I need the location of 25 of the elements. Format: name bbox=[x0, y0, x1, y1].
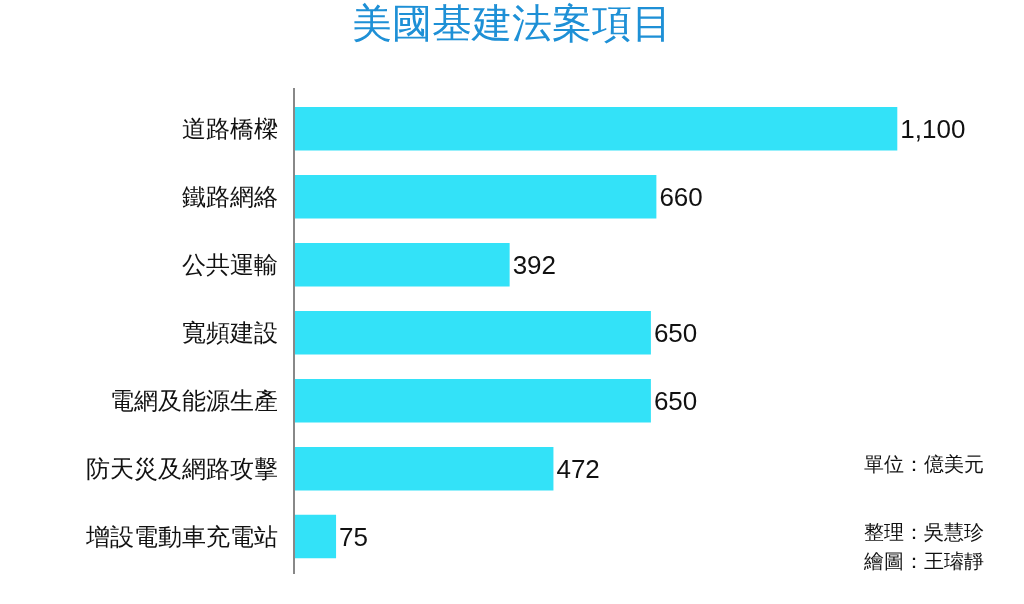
y-tick-label: 道路橋樑 bbox=[182, 115, 279, 143]
bar bbox=[295, 175, 657, 219]
data-label: 75 bbox=[339, 521, 368, 552]
y-tick-label: 防天災及網路攻擊 bbox=[86, 455, 279, 483]
data-label: 650 bbox=[653, 385, 698, 416]
bar bbox=[295, 378, 651, 423]
y-tick-label: 增設電動車充電站 bbox=[85, 523, 279, 551]
y-tick-label: 寬頻建設 bbox=[182, 319, 279, 347]
annotation: 繪圖：王璿靜 bbox=[863, 550, 984, 572]
data-label: 650 bbox=[653, 317, 698, 348]
bar bbox=[295, 310, 651, 355]
data-label: 660 bbox=[659, 181, 703, 212]
data-label: 392 bbox=[512, 249, 557, 280]
bar bbox=[295, 107, 898, 151]
y-tick-label: 鐵路網絡 bbox=[182, 183, 279, 211]
annotation: 整理：吳慧珍 bbox=[864, 521, 984, 543]
data-label: 472 bbox=[556, 453, 600, 484]
annotation: 單位：億美元 bbox=[864, 453, 984, 475]
bar bbox=[295, 242, 510, 287]
bar bbox=[295, 446, 554, 491]
chart-title: 美國基建法案項目 bbox=[352, 1, 672, 46]
y-tick-label: 電網及能源生產 bbox=[110, 387, 279, 415]
y-tick-label: 公共運輸 bbox=[182, 251, 279, 279]
bar bbox=[295, 514, 337, 559]
data-label: 1,100 bbox=[900, 113, 966, 144]
